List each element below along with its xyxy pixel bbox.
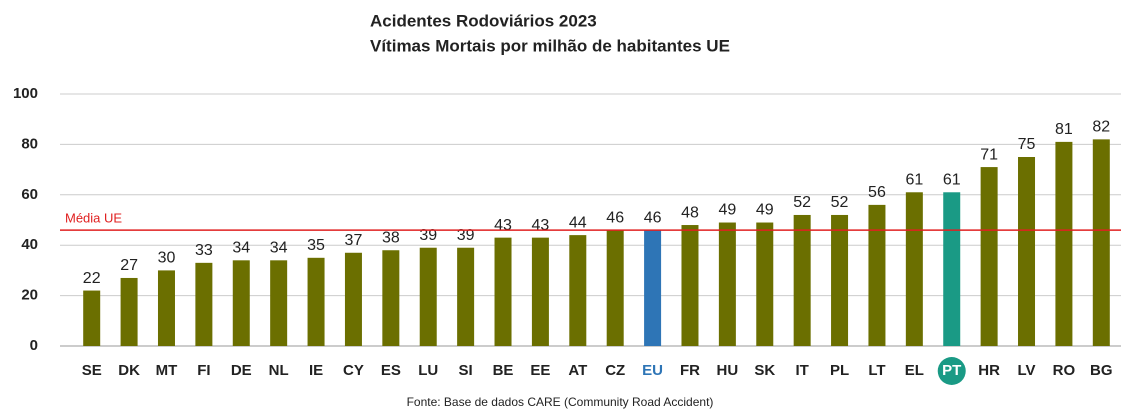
bar <box>83 290 101 346</box>
bar <box>382 250 400 346</box>
bar <box>195 262 213 346</box>
bar <box>1055 141 1073 346</box>
bar <box>980 167 998 346</box>
chart-subtitle: Vítimas Mortais por milhão de habitantes… <box>370 36 730 55</box>
x-tick-label: MT <box>156 362 178 379</box>
x-tick-label: LV <box>1017 362 1035 379</box>
bar <box>344 252 362 346</box>
y-tick-label: 60 <box>21 186 38 203</box>
value-label: 27 <box>120 257 138 274</box>
x-tick-label: SK <box>754 362 775 379</box>
bar <box>270 260 288 346</box>
bar <box>307 257 325 346</box>
x-tick-label: HU <box>717 362 739 379</box>
value-label: 30 <box>158 250 176 267</box>
x-tick-label: EE <box>530 362 550 379</box>
value-label: 43 <box>532 217 550 234</box>
reference-label: Média UE <box>65 211 122 226</box>
x-tick-label: AT <box>568 362 587 379</box>
value-label: 48 <box>681 204 699 221</box>
value-label: 71 <box>980 146 998 163</box>
bar <box>943 192 961 346</box>
bar <box>457 247 475 346</box>
value-label: 46 <box>644 209 662 226</box>
value-label: 52 <box>793 194 811 211</box>
bar <box>232 260 250 346</box>
x-tick-label: NL <box>269 362 289 379</box>
value-label: 34 <box>270 240 288 257</box>
x-tick-label: ES <box>381 362 401 379</box>
x-tick-label: SI <box>459 362 473 379</box>
value-label: 61 <box>905 171 923 188</box>
value-label: 81 <box>1055 121 1073 138</box>
bar <box>681 225 699 346</box>
x-tick-label: EL <box>905 362 924 379</box>
value-label: 44 <box>569 214 587 231</box>
bar <box>793 214 811 346</box>
x-tick-label: FR <box>680 362 700 379</box>
value-label: 52 <box>831 194 849 211</box>
bar <box>606 230 624 346</box>
value-label: 56 <box>868 184 886 201</box>
source-note: Fonte: Base de dados CARE (Community Roa… <box>407 395 714 409</box>
bar <box>1018 157 1036 346</box>
value-label: 39 <box>419 227 437 244</box>
x-tick-label: CY <box>343 362 364 379</box>
value-label: 82 <box>1092 119 1110 136</box>
x-tick-label: LU <box>418 362 438 379</box>
value-label: 49 <box>718 202 736 219</box>
x-tick-label: CZ <box>605 362 625 379</box>
x-tick-label: FI <box>197 362 210 379</box>
value-label: 49 <box>756 202 774 219</box>
bar <box>718 222 736 346</box>
chart-title: Acidentes Rodoviários 2023 <box>370 11 597 30</box>
bar <box>756 222 774 346</box>
x-tick-label: SE <box>82 362 102 379</box>
bar <box>569 235 587 346</box>
value-label: 34 <box>232 240 250 257</box>
x-tick-label: LT <box>868 362 885 379</box>
value-label: 22 <box>83 270 101 287</box>
value-label: 46 <box>606 209 624 226</box>
bar <box>120 277 138 346</box>
y-tick-label: 0 <box>30 337 38 354</box>
bar <box>831 214 849 346</box>
x-tick-label: IT <box>795 362 808 379</box>
x-tick-label: RO <box>1053 362 1076 379</box>
bar <box>494 237 512 346</box>
y-tick-label: 100 <box>13 85 38 102</box>
x-tick-label: BG <box>1090 362 1113 379</box>
category-badge <box>937 357 966 385</box>
bar <box>419 247 437 346</box>
y-tick-label: 80 <box>21 135 38 152</box>
x-tick-label: HR <box>978 362 1000 379</box>
value-label: 37 <box>345 232 363 249</box>
x-tick-label: PT <box>942 362 961 379</box>
bar <box>1092 139 1110 346</box>
bar <box>644 230 662 346</box>
value-label: 43 <box>494 217 512 234</box>
bar <box>157 270 175 346</box>
y-tick-label: 40 <box>21 236 38 253</box>
bar <box>868 204 886 346</box>
bar <box>531 237 549 346</box>
bar <box>905 192 923 346</box>
value-label: 38 <box>382 229 400 246</box>
value-label: 35 <box>307 237 325 254</box>
x-tick-label: EU <box>642 362 663 379</box>
value-label: 39 <box>457 227 475 244</box>
value-label: 61 <box>943 171 961 188</box>
x-tick-label: DE <box>231 362 252 379</box>
x-tick-label: DK <box>118 362 140 379</box>
x-tick-label: PL <box>830 362 849 379</box>
x-tick-label: BE <box>493 362 514 379</box>
value-label: 75 <box>1018 136 1036 153</box>
value-label: 33 <box>195 242 213 259</box>
y-tick-label: 20 <box>21 287 38 304</box>
x-tick-label: IE <box>309 362 323 379</box>
